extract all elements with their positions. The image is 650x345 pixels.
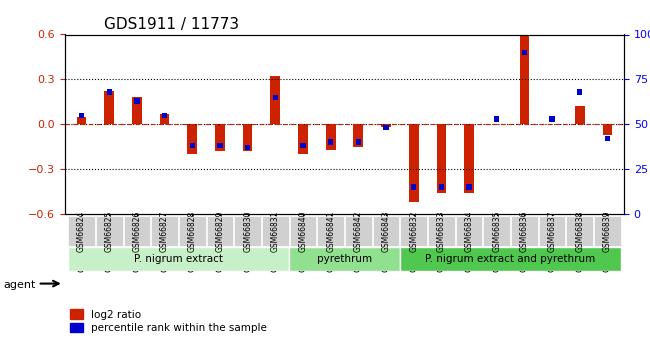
Bar xyxy=(409,124,419,202)
Bar xyxy=(494,116,499,121)
Bar xyxy=(215,124,225,151)
FancyBboxPatch shape xyxy=(484,216,510,246)
Text: GSM66833: GSM66833 xyxy=(437,210,446,252)
Bar xyxy=(549,116,555,121)
FancyBboxPatch shape xyxy=(539,216,566,246)
Bar xyxy=(384,125,389,130)
Text: GSM66825: GSM66825 xyxy=(105,210,114,252)
Bar xyxy=(77,117,86,124)
FancyBboxPatch shape xyxy=(68,216,95,246)
Bar xyxy=(437,124,446,193)
Bar xyxy=(521,50,527,55)
Bar xyxy=(272,95,278,100)
FancyBboxPatch shape xyxy=(68,247,289,271)
Text: GSM66841: GSM66841 xyxy=(326,210,335,252)
Bar xyxy=(245,145,250,150)
Text: pyrethrum: pyrethrum xyxy=(317,254,372,264)
FancyBboxPatch shape xyxy=(207,216,233,246)
FancyBboxPatch shape xyxy=(372,216,399,246)
FancyBboxPatch shape xyxy=(235,216,261,246)
Text: GSM66828: GSM66828 xyxy=(188,210,197,252)
FancyBboxPatch shape xyxy=(566,216,593,246)
Bar xyxy=(356,139,361,145)
Bar xyxy=(575,106,584,124)
Bar xyxy=(243,124,252,151)
Text: GDS1911 / 11773: GDS1911 / 11773 xyxy=(104,17,239,32)
FancyBboxPatch shape xyxy=(456,216,482,246)
Bar xyxy=(270,76,280,124)
FancyBboxPatch shape xyxy=(179,216,205,246)
FancyBboxPatch shape xyxy=(290,216,317,246)
Bar xyxy=(105,91,114,124)
Bar xyxy=(577,89,582,95)
FancyBboxPatch shape xyxy=(511,216,538,246)
Text: GSM66827: GSM66827 xyxy=(160,210,169,252)
Text: GSM66838: GSM66838 xyxy=(575,210,584,252)
Bar xyxy=(381,124,391,127)
Bar xyxy=(466,184,472,190)
Text: GSM66832: GSM66832 xyxy=(410,210,418,252)
Bar xyxy=(134,98,140,104)
Bar xyxy=(298,124,308,154)
Text: GSM66835: GSM66835 xyxy=(492,210,501,252)
Bar xyxy=(132,97,142,124)
FancyBboxPatch shape xyxy=(317,216,344,246)
FancyBboxPatch shape xyxy=(400,247,621,271)
Bar xyxy=(190,143,195,148)
Bar xyxy=(464,124,474,193)
Text: GSM66826: GSM66826 xyxy=(133,210,142,252)
Bar xyxy=(411,184,417,190)
Text: P. nigrum extract: P. nigrum extract xyxy=(134,254,223,264)
Text: GSM66842: GSM66842 xyxy=(354,210,363,252)
Bar xyxy=(162,112,168,118)
Bar xyxy=(354,124,363,147)
FancyBboxPatch shape xyxy=(289,247,400,271)
Text: GSM66824: GSM66824 xyxy=(77,210,86,252)
FancyBboxPatch shape xyxy=(345,216,372,246)
Bar xyxy=(107,89,112,95)
FancyBboxPatch shape xyxy=(400,216,427,246)
FancyBboxPatch shape xyxy=(96,216,123,246)
Bar xyxy=(604,136,610,141)
Bar xyxy=(79,112,84,118)
FancyBboxPatch shape xyxy=(262,216,289,246)
Text: GSM66830: GSM66830 xyxy=(243,210,252,252)
Text: GSM66836: GSM66836 xyxy=(520,210,529,252)
Text: GSM66837: GSM66837 xyxy=(547,210,556,252)
FancyBboxPatch shape xyxy=(594,216,621,246)
Bar xyxy=(217,143,223,148)
Text: P. nigrum extract and pyrethrum: P. nigrum extract and pyrethrum xyxy=(425,254,595,264)
FancyBboxPatch shape xyxy=(151,216,178,246)
Bar xyxy=(326,124,335,150)
Bar xyxy=(300,143,306,148)
Bar xyxy=(439,184,444,190)
Legend: log2 ratio, percentile rank within the sample: log2 ratio, percentile rank within the s… xyxy=(70,309,267,333)
Bar xyxy=(187,124,197,154)
Text: GSM66840: GSM66840 xyxy=(298,210,307,252)
Text: GSM66829: GSM66829 xyxy=(215,210,224,252)
Text: GSM66834: GSM66834 xyxy=(465,210,474,252)
Text: GSM66839: GSM66839 xyxy=(603,210,612,252)
Bar xyxy=(160,114,170,124)
Bar xyxy=(519,34,529,124)
Text: GSM66831: GSM66831 xyxy=(271,210,280,252)
FancyBboxPatch shape xyxy=(428,216,454,246)
Text: agent: agent xyxy=(3,280,36,289)
Bar xyxy=(603,124,612,135)
FancyBboxPatch shape xyxy=(124,216,150,246)
Bar xyxy=(328,139,333,145)
Text: GSM66843: GSM66843 xyxy=(382,210,391,252)
